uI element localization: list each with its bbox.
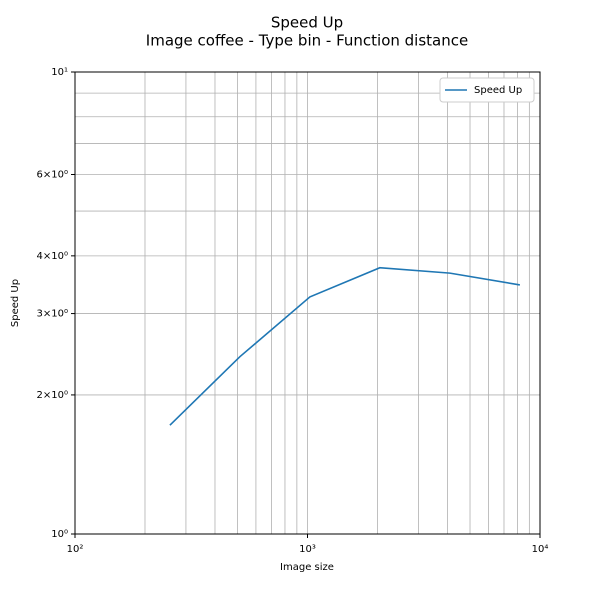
x-axis-label: Image size (280, 562, 334, 573)
x-tick-label: 10⁴ (532, 544, 549, 555)
line-series (169, 266, 520, 426)
y-tick-label: 4×10⁰ (37, 251, 68, 262)
y-tick-label: 10¹ (51, 67, 68, 78)
y-axis-label: Speed Up (10, 279, 21, 327)
plot-frame (74, 71, 541, 535)
chart-title: Speed Up (271, 14, 343, 32)
y-tick-label: 6×10⁰ (37, 169, 68, 180)
x-tick-label: 10² (67, 544, 84, 555)
chart-subtitle: Image coffee - Type bin - Function dista… (146, 32, 468, 50)
x-tick-label: 10³ (299, 544, 316, 555)
y-tick-label: 3×10⁰ (37, 309, 68, 320)
y-tick-label: 2×10⁰ (37, 390, 68, 401)
legend-box (439, 77, 535, 103)
y-tick-label: 10⁰ (51, 529, 68, 540)
legend-label: Speed Up (474, 85, 522, 96)
